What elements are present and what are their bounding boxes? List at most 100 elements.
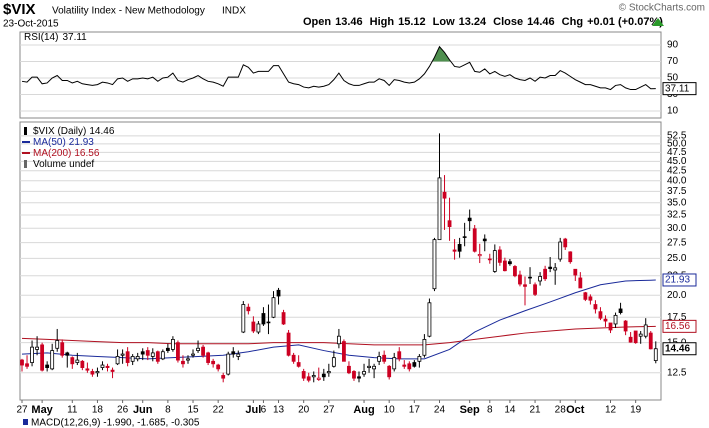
candle-body <box>548 266 553 269</box>
candle-body <box>231 351 236 355</box>
candle-body <box>573 268 578 276</box>
candle-body <box>533 284 537 295</box>
candle-body <box>226 353 231 375</box>
candle-body <box>568 251 573 263</box>
candle-body <box>331 357 336 367</box>
x-tick-label: 17 <box>409 405 421 416</box>
candle-body <box>653 348 658 361</box>
x-tick-label: 8 <box>487 405 493 416</box>
candle-body <box>427 302 432 337</box>
legend-entry: MA(200) 16.56 <box>33 148 100 159</box>
y-tick-label: 17.5 <box>667 312 687 323</box>
symbol: $VIX <box>3 1 36 18</box>
candle-body <box>543 268 548 280</box>
x-tick-label: 20 <box>298 405 310 416</box>
candle-body <box>120 353 125 356</box>
quote-value: 15.12 <box>398 16 426 28</box>
panel-frame <box>19 121 662 401</box>
candle-body <box>95 371 100 374</box>
candle-body <box>206 352 211 363</box>
value-box-label: 16.56 <box>665 321 690 332</box>
overbought-area <box>432 46 451 62</box>
panel-frame <box>19 31 662 119</box>
candle-body <box>246 306 251 312</box>
candle-body <box>477 254 482 257</box>
candle-body <box>402 364 407 367</box>
x-tick-label: 19 <box>630 405 642 416</box>
y-tick-label: 27.5 <box>667 237 687 248</box>
value-box-label: 21.93 <box>665 275 690 286</box>
candle-body <box>286 332 291 356</box>
candle-body <box>382 354 387 362</box>
x-tick-label: 12 <box>605 405 617 416</box>
y-tick-label: 40.0 <box>667 175 687 186</box>
candle-body <box>55 340 60 349</box>
y-tick-label: 50 <box>667 73 679 84</box>
candle-body <box>437 177 442 241</box>
legend-name: $VIX (Daily) <box>33 126 86 137</box>
candle-body <box>291 354 296 362</box>
y-tick-label: 52.5 <box>667 131 687 142</box>
candle-body <box>497 249 502 263</box>
candle-body <box>201 346 205 356</box>
candle-body <box>487 258 492 261</box>
candle-body <box>115 356 120 365</box>
legend-value: 21.93 <box>69 137 94 148</box>
candle-body <box>281 312 286 325</box>
candle-body <box>578 277 583 289</box>
candle-body <box>598 311 603 319</box>
candle-body <box>276 289 281 297</box>
candle-body <box>80 360 85 368</box>
y-tick-label: 37.5 <box>667 186 687 197</box>
candle-body <box>367 365 371 368</box>
candle-body <box>357 376 361 379</box>
candle-body <box>347 365 351 374</box>
legend-value: 16.56 <box>74 148 99 159</box>
candle-body <box>362 371 366 375</box>
value-box-label: 37.11 <box>665 83 690 94</box>
candle-body <box>85 368 90 371</box>
x-tick-label: 22 <box>213 405 225 416</box>
candle-body <box>462 236 467 238</box>
candle-body <box>397 351 402 360</box>
candle-body <box>266 321 271 324</box>
quote-label: Close <box>493 16 523 28</box>
candle-body <box>105 365 110 368</box>
value-box <box>662 342 697 356</box>
candle-body <box>70 357 75 365</box>
candle-body <box>271 297 276 318</box>
x-tick-label: 26 <box>117 405 129 416</box>
value-box <box>662 319 697 333</box>
x-tick-label: 24 <box>434 405 446 416</box>
y-tick-label: 25.0 <box>667 253 687 264</box>
date: 23-Oct-2015 <box>3 19 59 30</box>
candle-body <box>50 350 55 370</box>
x-tick-label: 18 <box>92 405 104 416</box>
x-tick-label: 6 <box>261 405 267 416</box>
quote-value: 13.24 <box>459 16 487 28</box>
candle-body <box>608 322 613 331</box>
candle-body <box>191 353 195 356</box>
candle-body <box>35 346 39 350</box>
candle-body <box>452 249 457 252</box>
candle-body <box>20 359 24 366</box>
candle-body <box>25 363 29 367</box>
legend-icon <box>24 127 27 135</box>
candle-body <box>593 304 598 310</box>
y-tick-label: 30.0 <box>667 223 687 234</box>
x-tick-label: 14 <box>504 405 516 416</box>
candle-body <box>513 266 517 277</box>
security-name: Volatility Index - New Methodology <box>52 6 205 17</box>
value-box <box>662 82 697 96</box>
candle-body <box>186 358 190 361</box>
candle-body <box>648 332 653 350</box>
candle-body <box>613 314 618 325</box>
candle-body <box>523 284 527 287</box>
candle-body <box>196 347 200 351</box>
candle-body <box>372 365 377 370</box>
x-tick-label: 8 <box>165 405 171 416</box>
candle-body <box>326 371 331 374</box>
candle-body <box>387 365 392 378</box>
candle-body <box>221 375 226 379</box>
candle-body <box>145 350 150 356</box>
